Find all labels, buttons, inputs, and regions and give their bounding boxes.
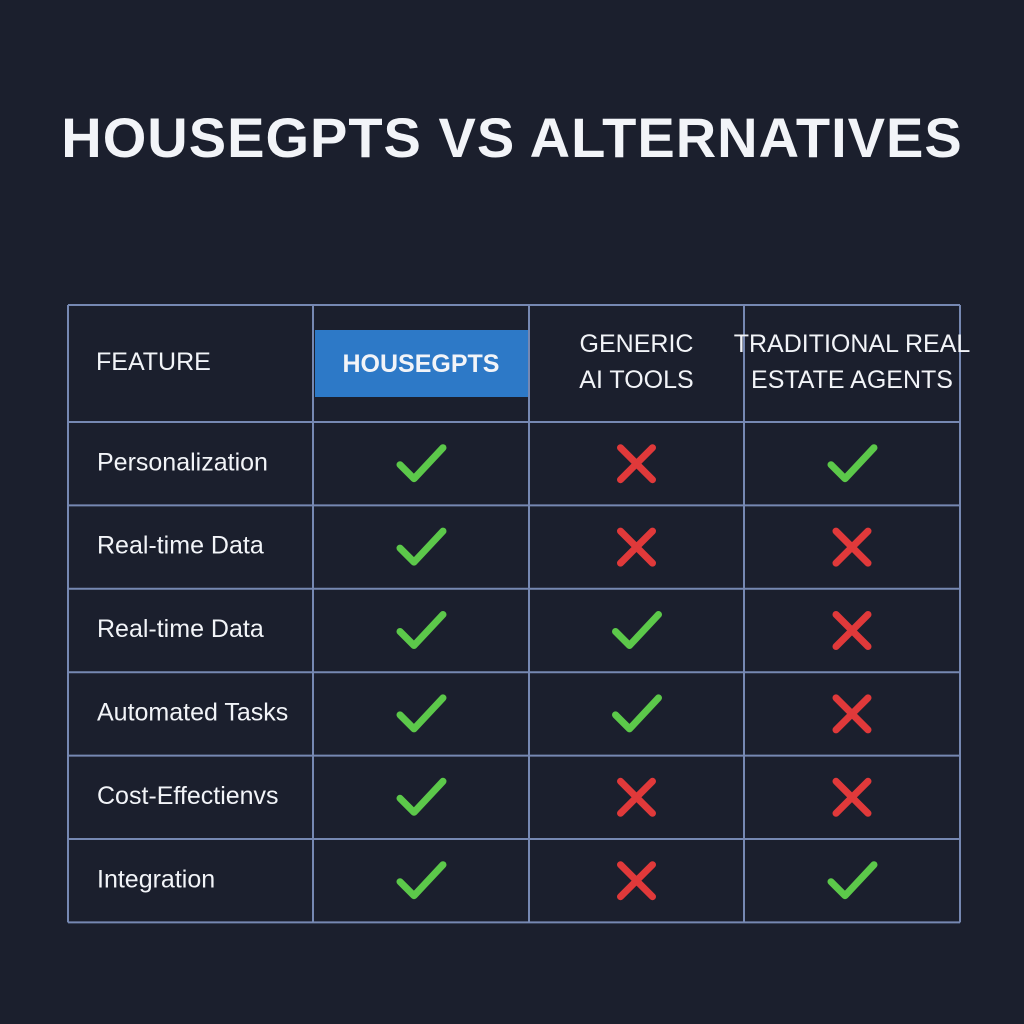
check-icon — [827, 444, 878, 483]
column-header: FEATURE — [96, 348, 211, 376]
column-header: HOUSEGPTS — [343, 350, 500, 378]
check-icon — [396, 527, 447, 566]
feature-label: Real-time Data — [97, 532, 264, 560]
check-icon — [396, 694, 447, 733]
feature-label: Personalization — [97, 448, 268, 476]
cross-icon — [832, 527, 872, 567]
comparison-table: FEATURE HOUSEGPTS GENERIC AI TOOLS TRADITION… — [67, 304, 971, 924]
check-icon — [612, 611, 662, 649]
column-header: GENERIC — [580, 330, 694, 358]
check-icon — [612, 694, 662, 733]
cross-icon — [617, 444, 656, 484]
column-header: ESTATE AGENTS — [751, 366, 953, 394]
check-icon — [396, 777, 447, 816]
feature-label: Cost-Effectienvs — [97, 782, 279, 810]
cross-icon — [832, 694, 872, 734]
page-title: HOUSEGPTS VS ALTERNATIVES — [61, 106, 962, 169]
feature-label: Automated Tasks — [97, 699, 288, 727]
cross-icon — [832, 611, 872, 650]
check-icon — [827, 861, 878, 900]
cross-icon — [617, 861, 656, 901]
column-header: TRADITIONAL REAL — [734, 330, 971, 358]
check-icon — [396, 611, 447, 649]
cross-icon — [617, 777, 656, 817]
cross-icon — [617, 527, 656, 567]
feature-label: Integration — [97, 865, 215, 893]
check-icon — [396, 444, 447, 483]
column-header: AI TOOLS — [579, 366, 693, 394]
highlight-header — [315, 330, 528, 397]
check-icon — [396, 861, 447, 900]
feature-label: Real-time Data — [97, 615, 264, 643]
cross-icon — [832, 777, 872, 817]
